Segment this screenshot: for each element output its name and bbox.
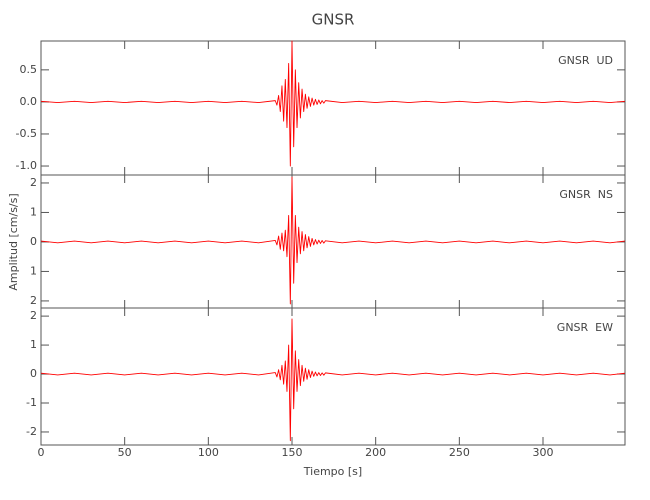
- y-axis-label: Amplitud [cm/s/s]: [7, 193, 20, 290]
- y-tick-label: -1.0: [16, 159, 37, 172]
- y-tick-label: 0.5: [20, 63, 38, 76]
- panel-label: GNSR UD: [558, 54, 613, 67]
- x-tick-label: 200: [365, 446, 386, 459]
- y-tick-label: 2: [30, 309, 37, 322]
- y-tick-label: 1: [30, 205, 37, 218]
- x-axis-label: Tiempo [s]: [303, 465, 362, 478]
- y-tick-label: 2: [30, 176, 37, 189]
- y-tick-label: 0: [30, 235, 37, 248]
- y-tick-label: -0.5: [16, 127, 37, 140]
- y-tick-label: 1: [30, 338, 37, 351]
- x-tick-label: 300: [533, 446, 554, 459]
- waveform: [40, 318, 626, 442]
- y-tick-label: 1: [30, 264, 37, 277]
- x-tick-label: 50: [118, 446, 132, 459]
- x-tick-label: 250: [449, 446, 470, 459]
- waveform: [40, 40, 626, 167]
- x-tick-label: 100: [198, 446, 219, 459]
- y-tick-label: 0: [30, 367, 37, 380]
- waveform: [40, 176, 626, 305]
- panel-frame: [40, 40, 626, 176]
- x-tick-label: 150: [282, 446, 303, 459]
- panel-label: GNSR NS: [559, 188, 613, 201]
- y-tick-label: 0.0: [20, 95, 38, 108]
- y-tick-label: -2: [26, 425, 37, 438]
- y-tick-label: -1: [26, 396, 37, 409]
- panel-label: GNSR EW: [557, 321, 613, 334]
- x-tick-label: 0: [38, 446, 45, 459]
- chart-title: GNSR: [312, 11, 355, 29]
- panel-frame: [40, 307, 626, 446]
- y-tick-label: 2: [30, 294, 37, 307]
